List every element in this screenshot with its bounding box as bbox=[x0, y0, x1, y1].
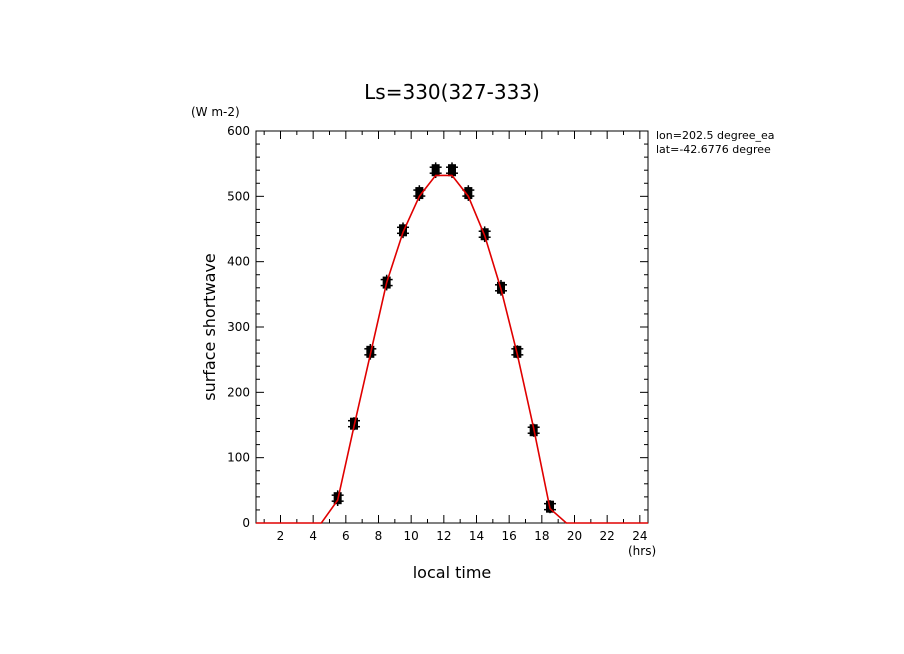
x-tick-label: 2 bbox=[277, 529, 285, 543]
x-tick-label: 20 bbox=[567, 529, 582, 543]
x-tick-label: 6 bbox=[342, 529, 350, 543]
y-tick-label: 300 bbox=[227, 320, 250, 334]
data-marker bbox=[464, 187, 473, 200]
x-tick-label: 18 bbox=[534, 529, 549, 543]
data-point bbox=[413, 185, 426, 201]
x-axis-label: local time bbox=[413, 563, 492, 582]
annotation-lat: lat=-42.6776 degree bbox=[656, 143, 771, 156]
x-axis-unit: (hrs) bbox=[628, 544, 656, 558]
data-marker bbox=[399, 224, 407, 237]
x-tick-label: 24 bbox=[632, 529, 647, 543]
x-tick-label: 12 bbox=[436, 529, 451, 543]
annotation-lon: lon=202.5 degree_ea bbox=[656, 129, 775, 142]
data-point bbox=[397, 222, 409, 239]
y-tick-label: 100 bbox=[227, 451, 250, 465]
y-axis-unit: (W m-2) bbox=[191, 105, 240, 119]
chart-title: Ls=330(327-333) bbox=[364, 80, 540, 104]
y-tick-label: 600 bbox=[227, 124, 250, 138]
data-point bbox=[462, 185, 475, 201]
y-tick-label: 200 bbox=[227, 385, 250, 399]
data-marker bbox=[415, 187, 424, 200]
x-tick-label: 10 bbox=[404, 529, 419, 543]
x-tick-label: 22 bbox=[600, 529, 615, 543]
x-tick-label: 14 bbox=[469, 529, 484, 543]
plot-frame bbox=[255, 130, 649, 524]
x-tick-label: 4 bbox=[309, 529, 317, 543]
x-tick-label: 8 bbox=[375, 529, 383, 543]
y-tick-label: 500 bbox=[227, 189, 250, 203]
y-tick-label: 0 bbox=[242, 516, 250, 530]
x-tick-label: 16 bbox=[502, 529, 517, 543]
data-marker bbox=[431, 164, 440, 177]
y-axis-label: surface shortwave bbox=[200, 253, 219, 401]
data-marker bbox=[448, 164, 456, 177]
data-marks bbox=[256, 162, 648, 524]
series-line bbox=[256, 174, 648, 524]
y-tick-label: 400 bbox=[227, 255, 250, 269]
